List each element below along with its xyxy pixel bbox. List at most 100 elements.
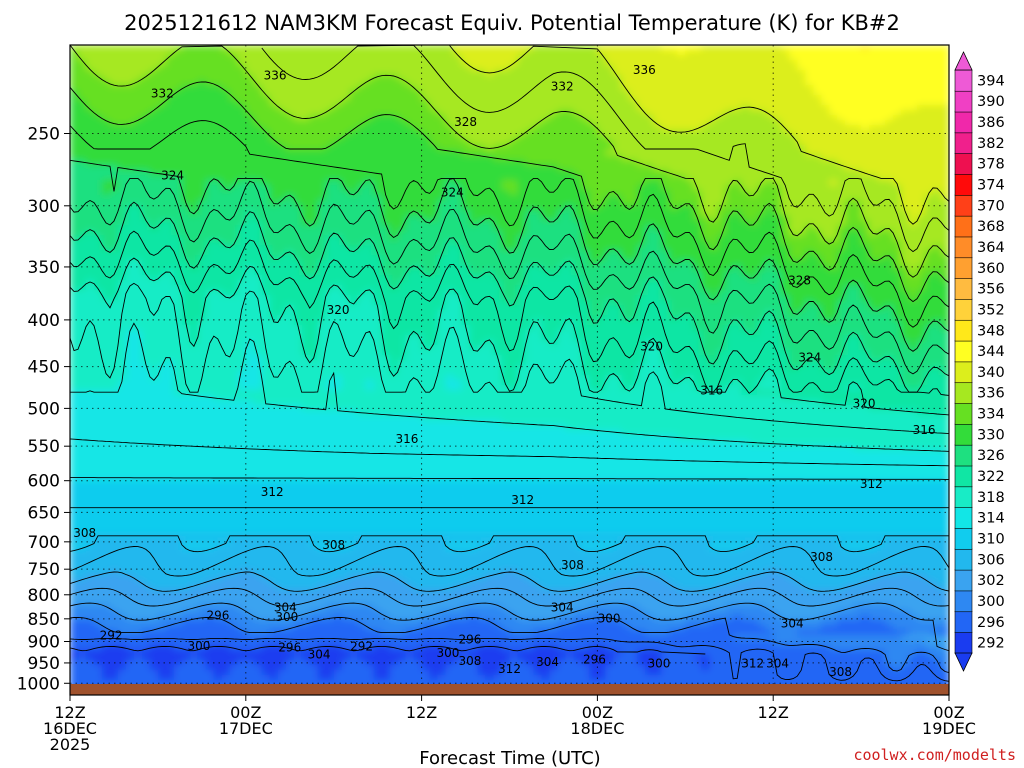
heat-cell: [565, 240, 575, 246]
heat-cell: [717, 210, 726, 216]
heat-cell: [549, 80, 559, 86]
heat-cell: [133, 60, 143, 66]
heat-cell: [885, 85, 894, 91]
heat-cell: [397, 125, 407, 131]
heat-cell: [397, 135, 407, 141]
heat-cell: [677, 55, 686, 61]
heat-cell: [309, 60, 319, 66]
heat-cell: [133, 80, 143, 86]
heat-cell: [621, 125, 630, 131]
heat-cell: [277, 80, 287, 86]
heat-cell: [221, 125, 231, 131]
heat-cell: [789, 50, 798, 56]
heat-cell: [893, 135, 902, 141]
heat-cell: [349, 95, 359, 101]
heat-cell: [365, 190, 375, 196]
heat-cell: [157, 125, 167, 131]
heat-cell: [613, 200, 622, 206]
heat-cell: [189, 200, 199, 206]
heat-cell: [389, 65, 399, 71]
heat-cell: [821, 135, 830, 141]
heat-cell: [837, 195, 846, 201]
heat-cell: [637, 175, 646, 181]
heat-cell: [77, 170, 87, 176]
heat-cell: [653, 65, 662, 71]
heat-cell: [333, 190, 343, 196]
heat-cell: [925, 155, 934, 161]
heat-cell: [373, 145, 383, 151]
heat-cell: [381, 270, 391, 276]
heat-cell: [661, 50, 670, 56]
heat-cell: [421, 140, 431, 146]
heat-cell: [125, 265, 135, 271]
heat-cell: [525, 150, 535, 156]
heat-cell: [181, 180, 191, 186]
heat-cell: [461, 195, 471, 201]
heat-cell: [293, 190, 303, 196]
heat-cell: [709, 75, 718, 81]
heat-cell: [237, 145, 247, 151]
heat-cell: [733, 80, 742, 86]
heat-cell: [197, 185, 207, 191]
heat-cell: [293, 110, 303, 116]
heat-cell: [349, 160, 359, 166]
heat-cell: [757, 195, 766, 201]
heat-cell: [933, 75, 942, 81]
heat-cell: [853, 165, 862, 171]
heat-cell: [901, 140, 910, 146]
heat-cell: [165, 155, 175, 161]
heat-cell: [653, 125, 662, 131]
heat-cell: [237, 190, 247, 196]
heat-cell: [245, 105, 255, 111]
heat-cell: [261, 220, 271, 226]
heat-cell: [589, 265, 598, 271]
heat-cell: [397, 165, 407, 171]
heat-cell: [629, 205, 638, 211]
heat-cell: [669, 150, 678, 156]
heat-cell: [845, 115, 854, 121]
heat-cell: [245, 195, 255, 201]
heat-cell: [213, 140, 223, 146]
heat-cell: [397, 210, 407, 216]
heat-cell: [237, 175, 247, 181]
heat-cell: [517, 250, 527, 256]
heat-cell: [645, 155, 654, 161]
heat-cell: [565, 110, 575, 116]
heat-cell: [573, 140, 583, 146]
heat-cell: [885, 265, 894, 271]
heat-cell: [701, 160, 710, 166]
heat-cell: [637, 170, 646, 176]
heat-cell: [661, 250, 670, 256]
heat-cell: [405, 215, 415, 221]
heat-cell: [885, 250, 894, 256]
heat-cell: [677, 135, 686, 141]
heat-cell: [309, 165, 319, 171]
heat-cell: [613, 120, 622, 126]
heat-cell: [645, 165, 654, 171]
heat-cell: [541, 145, 551, 151]
heat-cell: [485, 195, 495, 201]
heat-cell: [493, 60, 503, 66]
heat-cell: [533, 235, 543, 241]
heat-cell: [869, 105, 878, 111]
heat-cell: [837, 105, 846, 111]
heat-cell: [373, 155, 383, 161]
heat-cell: [397, 245, 407, 251]
heat-cell: [789, 215, 798, 221]
heat-cell: [173, 135, 183, 141]
heat-cell: [781, 240, 790, 246]
heat-cell: [165, 135, 175, 141]
heat-cell: [437, 185, 447, 191]
heat-cell: [581, 255, 591, 261]
heat-cell: [661, 110, 670, 116]
heat-cell: [293, 120, 303, 126]
heat-cell: [309, 135, 319, 141]
heat-cell: [629, 195, 638, 201]
heat-cell: [925, 230, 934, 236]
heat-cell: [277, 250, 287, 256]
heat-cell: [885, 185, 894, 191]
heat-cell: [453, 80, 463, 86]
heat-cell: [533, 145, 543, 151]
heat-cell: [797, 195, 806, 201]
heat-cell: [661, 60, 670, 66]
